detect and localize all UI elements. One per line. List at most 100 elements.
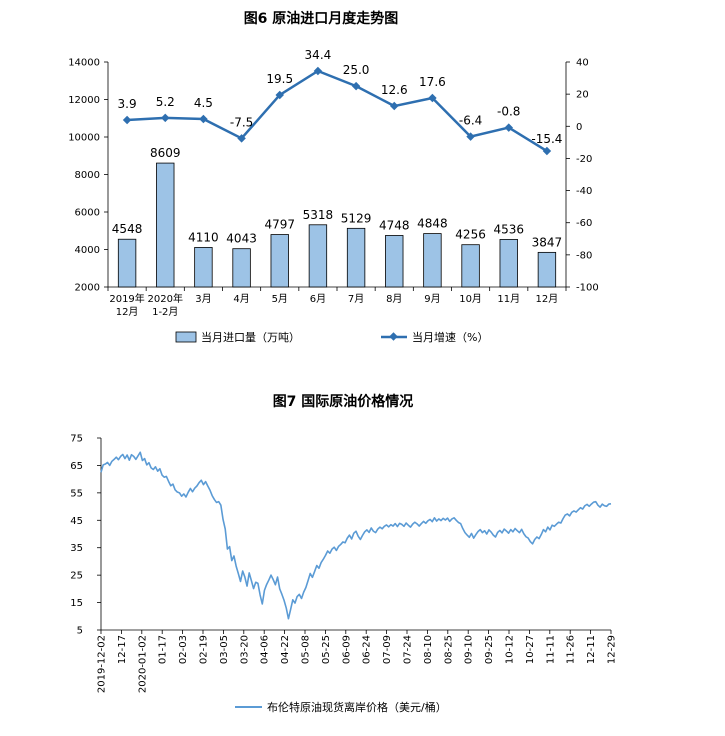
fig6-bar xyxy=(232,248,251,288)
fig6-bar-label: 5129 xyxy=(341,211,372,225)
fig6-x-tick-label: 9月 xyxy=(424,293,440,305)
fig7-x-tick-label: 10-12 xyxy=(505,635,516,664)
brent-price-line xyxy=(100,451,612,620)
fig6-x-tick-label: 12月 xyxy=(116,306,139,318)
fig6-growth-point xyxy=(351,81,361,91)
fig6-left-tick-label: 8000 xyxy=(75,170,100,181)
fig6-x-tick-label: 11月 xyxy=(497,293,520,305)
fig6-bar-label: 4548 xyxy=(112,222,143,236)
fig6-bar xyxy=(537,251,557,288)
fig6-left-tick-label: 4000 xyxy=(75,245,100,256)
fig7-x-tick-label: 06-24 xyxy=(362,635,373,664)
fig7-x-tick-label: 12-29 xyxy=(607,635,618,664)
fig6-x-tick-label: 8月 xyxy=(386,293,402,305)
fig6-x-tick-label: 3月 xyxy=(195,293,211,305)
chart-title-fig7: 图7 国际原油价格情况 xyxy=(273,393,414,410)
legend-label-imports: 当月进口量（万吨） xyxy=(201,330,300,344)
fig6-bar xyxy=(270,234,289,288)
fig6-bar-label: 5318 xyxy=(303,208,334,222)
fig7-x-tick-label: 04-22 xyxy=(280,635,291,664)
fig7-y-tick-label: 45 xyxy=(70,516,83,527)
fig6-growth-point xyxy=(237,134,246,143)
fig6-growth-point xyxy=(161,113,170,123)
legend-label-growth: 当月增速（%） xyxy=(412,330,488,344)
fig6-right-tick-label: -100 xyxy=(576,283,599,294)
fig7-x-tick-label: 03-05 xyxy=(219,635,230,664)
fig6-bar-label: 4848 xyxy=(417,217,448,231)
fig6-bar xyxy=(346,227,366,288)
fig6-x-tick-label: 2020年 xyxy=(148,292,183,305)
fig7-x-tick-label: 08-25 xyxy=(443,635,454,664)
fig7-y-tick-label: 55 xyxy=(70,488,83,499)
fig6-right-tick-label: -60 xyxy=(576,218,592,229)
fig7-x-tick-label: 10-27 xyxy=(525,635,536,664)
legend-label-brent: 布伦特原油现货离岸价格（美元/桶） xyxy=(267,700,447,714)
fig6-growth-point xyxy=(428,93,437,103)
fig6-x-tick-label: 10月 xyxy=(459,293,482,305)
fig7-legend: 布伦特原油现货离岸价格（美元/桶） xyxy=(235,700,447,714)
fig6-left-tick-label: 12000 xyxy=(68,95,100,106)
fig7-x-tick-label: 03-20 xyxy=(239,635,250,664)
fig7-x-tick-label: 12-17 xyxy=(117,635,128,664)
fig6-growth-point xyxy=(504,123,513,132)
fig6-right-tick-label: -40 xyxy=(576,186,592,197)
fig7-x-tick-label: 09-10 xyxy=(464,635,475,664)
fig6-growth-label: -7.5 xyxy=(230,115,253,129)
legend-marker-growth xyxy=(389,332,398,341)
fig6-left-tick-label: 10000 xyxy=(68,133,100,144)
fig7-x-tick-label: 04-06 xyxy=(260,635,271,664)
fig6-growth-label: -0.8 xyxy=(497,105,520,119)
fig7-y-tick-label: 25 xyxy=(70,571,83,582)
fig6-line-series xyxy=(122,66,552,156)
fig6-left-tick-label: 14000 xyxy=(68,58,100,69)
fig7-x-tick-label: 11-11 xyxy=(545,635,556,664)
fig6-bar-label: 3847 xyxy=(532,235,563,249)
fig6-right-tick-label: 20 xyxy=(576,90,589,101)
fig6-growth-point xyxy=(466,132,475,141)
fig6-growth-point xyxy=(313,66,323,76)
fig6-bar-label: 4256 xyxy=(455,228,486,242)
fig6-growth-point xyxy=(390,101,399,111)
fig6-growth-label: 34.4 xyxy=(305,48,332,62)
fig7-x-tick-label: 05-25 xyxy=(321,635,332,664)
fig6-bar xyxy=(499,239,518,288)
fig6-growth-label: 3.9 xyxy=(118,97,137,111)
fig7-x-tick-label: 2019-12-02 xyxy=(97,635,108,693)
fig6-bar-label: 8609 xyxy=(150,146,181,160)
fig6-bar xyxy=(461,244,480,288)
fig6-bar xyxy=(117,238,137,288)
fig6-bar xyxy=(156,162,175,288)
fig7-x-tick-label: 09-25 xyxy=(484,635,495,664)
fig6-bar-label: 4110 xyxy=(188,230,219,244)
fig6-x-tick-label: 1-2月 xyxy=(152,306,178,318)
fig6-growth-label: 4.5 xyxy=(194,96,213,110)
fig6-x-tick-label: 12月 xyxy=(536,293,559,305)
fig6-legend: 当月进口量（万吨） 当月增速（%） xyxy=(175,330,488,344)
chart-title-fig6: 图6 原油进口月度走势图 xyxy=(244,10,399,27)
fig6-growth-line xyxy=(127,69,548,153)
fig6-right-tick-label: 0 xyxy=(576,122,582,133)
fig6-bar-label: 4797 xyxy=(264,218,295,232)
fig6-growth-label: 25.0 xyxy=(343,63,370,77)
fig7-x-tick-label: 06-09 xyxy=(341,635,352,664)
fig7-x-tick-label: 08-10 xyxy=(423,635,434,664)
fig6-bar-series xyxy=(117,162,557,288)
fig6-bar xyxy=(423,233,442,288)
fig7-x-tick-label: 07-24 xyxy=(403,635,414,664)
fig7-x-tick-label: 07-09 xyxy=(382,635,393,664)
fig6-growth-label: 19.5 xyxy=(266,72,293,86)
fig6-left-tick-label: 6000 xyxy=(75,208,100,219)
fig7-y-tick-label: 75 xyxy=(70,434,83,445)
fig6-right-tick-label: -80 xyxy=(576,250,592,261)
fig7-x-tick-label: 01-17 xyxy=(158,635,169,664)
fig6-data-labels: 4548 8609 4110 4043 4797 5318 5129 4748 4848 4256… xyxy=(112,48,563,249)
fig6-right-tick-label: 40 xyxy=(576,58,589,69)
crude-import-chart: 图6 原油进口月度走势图 2000 4000 6000 8000 10000 12000 1… xyxy=(68,10,599,344)
fig7-x-tick-labels: 2019-12-02 12-17 2020-01-02 01-17 02-03 02-19… xyxy=(97,635,618,693)
fig7-x-tick-label: 02-03 xyxy=(178,635,189,664)
fig7-y-tick-label: 5 xyxy=(77,626,83,637)
fig6-left-tick-label: 2000 xyxy=(75,283,100,294)
fig6-growth-label: 5.2 xyxy=(156,95,175,109)
fig7-x-tick-label: 02-19 xyxy=(199,635,210,664)
